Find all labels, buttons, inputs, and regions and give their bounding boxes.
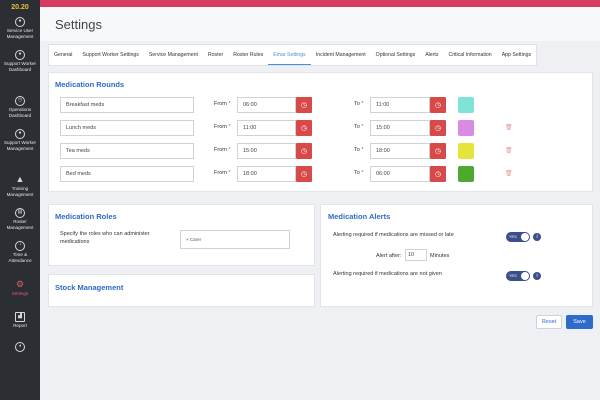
missed-alert-label: Alerting required if medications are mis… (333, 232, 454, 238)
to-time-input[interactable]: 15:00 (370, 120, 430, 136)
role-tag: × Carer (186, 237, 202, 242)
sidebar-item-support-worker-dashboard[interactable]: ● Support Worker Dashboard (3, 50, 37, 72)
tab-optional-settings[interactable]: Optional Settings (375, 52, 416, 58)
users-icon: ● (15, 50, 25, 60)
roles-multiselect[interactable]: × Carer (180, 230, 290, 249)
roster-icon: ▤ (15, 208, 25, 218)
from-clock-icon[interactable]: ◷ (296, 120, 312, 136)
sidebar: 20.20 ● Service User Management ● Suppor… (0, 0, 40, 400)
from-label: From * (214, 147, 231, 153)
chart-icon: ▟ (15, 312, 25, 322)
medication-alerts-title: Medication Alerts (328, 212, 391, 221)
roles-description: Specify the roles who can administer med… (60, 231, 150, 245)
sidebar-item-settings[interactable]: ⚙ Settings (11, 279, 29, 296)
dashboard-icon: ◷ (15, 96, 25, 106)
not-given-alert-label: Alerting required if medications are not… (333, 271, 442, 277)
sidebar-item-time-attendance[interactable]: ◔ Time & Attendance (8, 241, 32, 263)
sidebar-item-training-management[interactable]: ▲ Training Management (6, 174, 34, 197)
round-color-swatch[interactable] (458, 143, 474, 159)
medication-alerts-card (320, 204, 593, 307)
page-title: Settings (55, 17, 102, 32)
sidebar-item-support-worker-management[interactable]: ● Support Worker Management (3, 129, 37, 151)
round-name-input[interactable]: Lunch meds (60, 120, 194, 136)
clock-icon: ◔ (15, 241, 25, 251)
pie-chart-icon: ◕ (15, 342, 25, 352)
worker-icon: ● (15, 129, 25, 139)
sidebar-item-report[interactable]: ▟ Report (13, 312, 27, 328)
reset-button[interactable]: Reset (536, 315, 562, 329)
delete-round-icon[interactable]: 🗑 (505, 171, 513, 177)
tab-incident-management[interactable]: Incident Management (315, 52, 366, 58)
from-clock-icon[interactable]: ◷ (296, 97, 312, 113)
tab-service-management[interactable]: Service Management (148, 52, 198, 58)
to-time-input[interactable]: 18:00 (370, 143, 430, 159)
sidebar-item-operations-dashboard[interactable]: ◷ Operations Dashboard (8, 96, 32, 118)
user-icon: ● (15, 17, 25, 27)
settings-tabs: General Support Worker Settings Service … (48, 44, 538, 66)
tag-remove-icon[interactable]: × (186, 237, 189, 242)
tab-support-worker-settings[interactable]: Support Worker Settings (82, 52, 139, 58)
app-logo: 20.20 (11, 3, 29, 11)
top-bar (40, 0, 600, 7)
to-label: To * (354, 170, 364, 176)
from-label: From * (214, 101, 231, 107)
tab-alerts[interactable]: Alerts (425, 52, 439, 58)
missed-alert-info-icon[interactable]: i (533, 233, 541, 241)
tab-emar-settings[interactable]: Emar Settings (268, 45, 311, 65)
round-name-input[interactable]: Breakfast meds (60, 97, 194, 113)
sidebar-item-service-user-management[interactable]: ● Service User Management (6, 17, 34, 39)
round-color-swatch[interactable] (458, 120, 474, 136)
from-label: From * (214, 170, 231, 176)
delete-round-icon[interactable]: 🗑 (505, 148, 513, 154)
sidebar-nav: ● Service User Management ● Support Work… (0, 16, 40, 355)
to-clock-icon[interactable]: ◷ (430, 166, 446, 182)
from-label: From * (214, 124, 231, 130)
stock-management-title: Stock Management (55, 283, 124, 292)
to-time-input[interactable]: 11:00 (370, 97, 430, 113)
round-color-swatch[interactable] (458, 166, 474, 182)
graduation-cap-icon: ▲ (15, 174, 25, 185)
from-clock-icon[interactable]: ◷ (296, 166, 312, 182)
missed-alert-toggle[interactable]: YES (506, 232, 530, 242)
to-clock-icon[interactable]: ◷ (430, 120, 446, 136)
tab-roster-rules[interactable]: Roster Rules (233, 52, 264, 58)
round-name-input[interactable]: Tea meds (60, 143, 194, 159)
sidebar-item-roster-management[interactable]: ▤ Roster Management (6, 208, 34, 230)
stock-management-card (48, 274, 315, 307)
not-given-info-icon[interactable]: i (533, 272, 541, 280)
to-label: To * (354, 124, 364, 130)
to-label: To * (354, 101, 364, 107)
to-clock-icon[interactable]: ◷ (430, 143, 446, 159)
not-given-alert-toggle[interactable]: YES (506, 271, 530, 281)
from-time-input[interactable]: 18:00 (237, 166, 296, 182)
sidebar-item-more[interactable]: ◕ (0, 341, 40, 355)
tab-critical-information[interactable]: Critical Information (448, 52, 492, 58)
alert-after-unit: Minutes (430, 253, 450, 259)
round-color-swatch[interactable] (458, 97, 474, 113)
from-clock-icon[interactable]: ◷ (296, 143, 312, 159)
to-time-input[interactable]: 06:00 (370, 166, 430, 182)
to-label: To * (354, 147, 364, 153)
delete-round-icon[interactable]: 🗑 (505, 125, 513, 131)
tab-app-settings[interactable]: App Settings (501, 52, 532, 58)
medication-roles-title: Medication Roles (55, 212, 117, 221)
medication-rounds-title: Medication Rounds (55, 80, 125, 89)
page-header (40, 7, 600, 41)
tab-roster[interactable]: Roster (207, 52, 224, 58)
to-clock-icon[interactable]: ◷ (430, 97, 446, 113)
round-name-input[interactable]: Bed meds (60, 166, 194, 182)
gear-icon: ⚙ (15, 279, 25, 290)
alert-after-label: Alert after: (376, 253, 402, 259)
from-time-input[interactable]: 15:00 (237, 143, 296, 159)
tab-general[interactable]: General (54, 52, 73, 58)
save-button[interactable]: Save (566, 315, 593, 329)
from-time-input[interactable]: 11:00 (237, 120, 296, 136)
from-time-input[interactable]: 06:00 (237, 97, 296, 113)
alert-after-input[interactable]: 10 (405, 249, 427, 261)
